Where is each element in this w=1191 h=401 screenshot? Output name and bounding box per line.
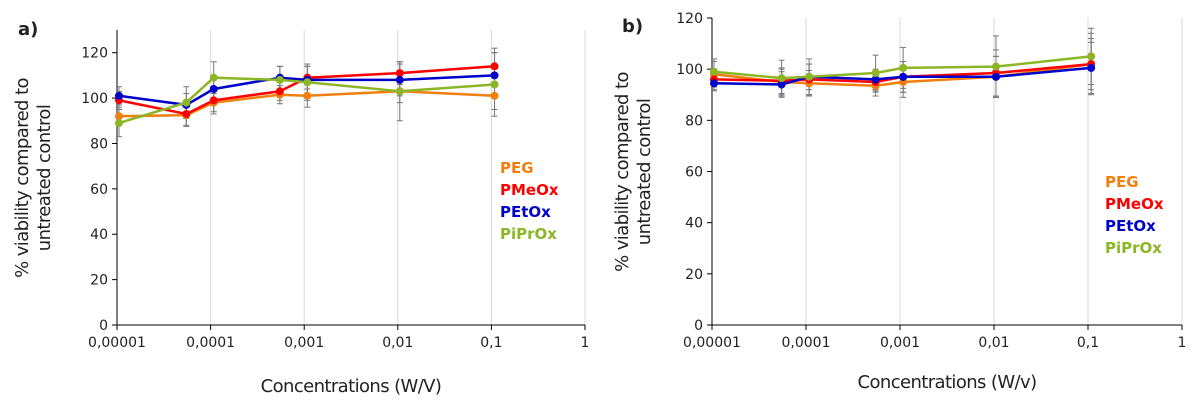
data-point-piprox [209, 73, 218, 82]
data-point-peg [303, 91, 312, 100]
data-point-petox [114, 91, 123, 100]
data-point-piprox [303, 78, 312, 87]
y-tick-label: 100 [676, 62, 703, 78]
x-tick-label: 0,001 [284, 335, 324, 351]
data-point-piprox [871, 69, 880, 78]
data-point-piprox [709, 67, 718, 76]
x-tick-label: 0,0001 [782, 335, 831, 351]
y-tick-label: 40 [685, 216, 703, 232]
y-axis-title-line1: % viability compared to [612, 72, 633, 272]
x-tick-label: 0,00001 [88, 335, 146, 351]
x-tick-label: 0,01 [978, 335, 1009, 351]
legend-entry-peg: PEG [500, 159, 534, 177]
data-point-petox [871, 75, 880, 84]
y-tick-label: 0 [694, 318, 703, 334]
data-point-piprox [395, 87, 404, 96]
data-point-piprox [991, 62, 1000, 71]
data-point-pmeox [182, 109, 191, 118]
y-tick-label: 20 [685, 267, 703, 283]
y-tick-label: 120 [676, 11, 703, 27]
data-point-petox [709, 79, 718, 88]
data-point-petox [1087, 63, 1096, 72]
panel-a: 0 20 40 60 80 100 120 0,00001 0,0001 0,001 0,01 0,1… [12, 19, 589, 397]
x-axis-title: Concentrations (W/V) [261, 376, 442, 397]
panel-b: 0 20 40 60 80 100 120 0,00001 0,0001 0,001 0,01 0,1… [612, 11, 1186, 393]
data-point-piprox [114, 119, 123, 128]
y-tick-label: 80 [90, 136, 108, 152]
legend-entry-piprox: PiPrOx [500, 225, 557, 243]
y-axis-title-line2: untreated control [34, 105, 55, 251]
data-point-peg [490, 91, 499, 100]
legend-entry-petox: PEtOx [1105, 217, 1156, 235]
y-tick-label: 60 [90, 182, 108, 198]
legend-entry-piprox: PiPrOx [1105, 239, 1162, 257]
data-point-pmeox [209, 96, 218, 105]
legend-entry-pmeox: PMeOx [500, 181, 559, 199]
data-point-pmeox [490, 62, 499, 71]
data-point-petox [777, 80, 786, 89]
data-point-piprox [777, 74, 786, 83]
x-tick-label: 0,1 [480, 335, 502, 351]
x-tick-label: 1 [581, 335, 590, 351]
panel-label: a) [18, 19, 38, 40]
y-tick-label: 40 [90, 227, 108, 243]
data-point-piprox [490, 80, 499, 89]
data-point-piprox [1087, 52, 1096, 61]
data-point-petox [209, 85, 218, 93]
data-point-piprox [182, 98, 191, 107]
y-axis-title-line2: untreated control [634, 99, 655, 245]
data-point-piprox [899, 63, 908, 72]
x-tick-label: 0,001 [880, 335, 920, 351]
data-point-pmeox [275, 87, 284, 96]
x-axis-title: Concentrations (W/v) [858, 372, 1037, 393]
data-point-petox [490, 71, 499, 80]
x-tick-label: 0,01 [382, 335, 413, 351]
panel-label: b) [622, 16, 643, 37]
legend-entry-petox: PEtOx [500, 203, 551, 221]
y-tick-label: 100 [81, 91, 108, 107]
data-point-piprox [805, 72, 814, 81]
y-tick-label: 0 [99, 318, 108, 334]
x-tick-label: 0,00001 [683, 335, 741, 351]
data-point-petox [899, 72, 908, 81]
data-point-peg [114, 112, 123, 121]
x-tick-label: 0,1 [1077, 335, 1099, 351]
y-tick-label: 120 [81, 46, 108, 62]
data-point-petox [991, 72, 1000, 81]
y-tick-label: 60 [685, 165, 703, 181]
y-tick-label: 20 [90, 273, 108, 289]
legend-entry-peg: PEG [1105, 173, 1139, 191]
legend-entry-pmeox: PMeOx [1105, 195, 1164, 213]
data-point-piprox [275, 75, 284, 84]
x-tick-label: 1 [1178, 335, 1187, 351]
data-point-pmeox [395, 69, 404, 78]
data-point-petox [395, 75, 404, 84]
y-tick-label: 80 [685, 113, 703, 129]
y-axis-title-line1: % viability compared to [12, 78, 33, 278]
x-tick-label: 0,0001 [186, 335, 235, 351]
